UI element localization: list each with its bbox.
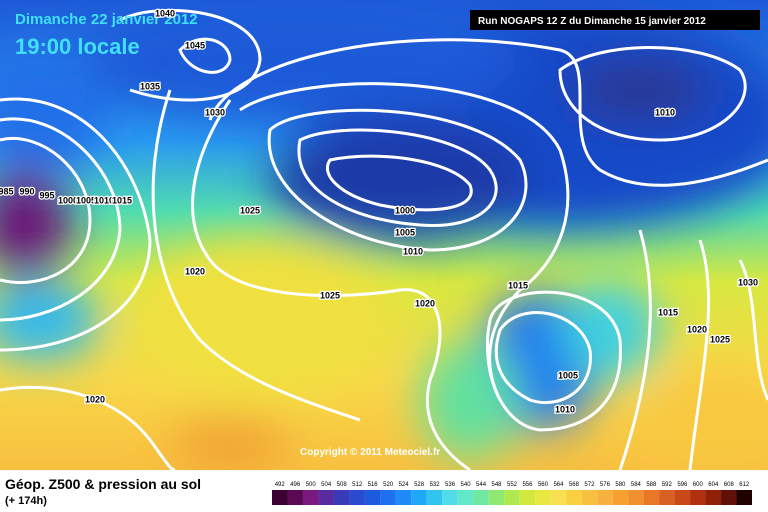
legend-swatch [628,490,644,505]
isobar-label: 1045 [185,40,205,50]
isobar-label: 1010 [94,195,114,205]
legend-label: 540 [461,482,472,488]
legend-label: 524 [399,482,410,488]
legend-swatch [318,490,334,505]
legend-swatch [659,490,675,505]
legend-swatch [287,490,303,505]
legend-label: 576 [600,482,611,488]
copyright: Copyright © 2011 Meteociel.fr [300,447,440,458]
footer-title: Géop. Z500 & pression au sol [5,476,201,492]
legend-swatch [581,490,598,505]
legend-swatch [736,490,752,505]
isobars [0,8,768,470]
isobar-label: 1015 [112,195,132,205]
legend-swatch [535,490,551,505]
legend-swatch [674,490,691,505]
legend-swatch [364,490,381,505]
legend-swatch [426,490,443,505]
isobar-label: 1010 [655,107,675,117]
legend-swatch [333,490,350,505]
run-info: Run NOGAPS 12 Z du Dimanche 15 janvier 2… [478,16,706,27]
isobar-label: 1005 [558,370,578,380]
legend-label: 600 [693,482,704,488]
legend-label: 544 [476,482,487,488]
isobar-label: 1010 [403,246,423,256]
legend-label: 572 [584,482,595,488]
legend-label: 584 [631,482,642,488]
isobar-label: 1005 [395,227,415,237]
legend-label: 536 [445,482,456,488]
legend-swatch [597,490,613,505]
isobar-label: 985 [0,186,14,196]
isobar-label: 990 [19,186,34,196]
legend-swatch [705,490,722,505]
legend-swatch [395,490,412,505]
legend-label: 508 [337,482,348,488]
isobar-label: 1025 [320,290,340,300]
map [0,0,768,470]
legend-label: 520 [383,482,394,488]
legend-label: 580 [615,482,626,488]
footer-subtitle: (+ 174h) [5,495,47,507]
legend-swatch [643,490,660,505]
legend-label: 552 [507,482,518,488]
legend-swatch [411,490,427,505]
legend-swatch [442,490,458,505]
legend-label: 604 [708,482,719,488]
legend-label: 612 [739,482,750,488]
legend-label: 568 [569,482,580,488]
legend-label: 608 [724,482,735,488]
isobar-label: 1025 [240,205,260,215]
legend-label: 592 [662,482,673,488]
isobar-label: 1030 [205,107,225,117]
run-box [470,10,760,30]
legend-swatch [721,490,737,505]
legend-swatch [302,490,319,505]
isobar-label: 1020 [415,298,435,308]
legend-label: 556 [522,482,533,488]
map-time: 19:00 locale [15,34,140,59]
isobar-label: 1000 [58,195,78,205]
legend-label: 504 [321,482,332,488]
legend-label: 500 [306,482,317,488]
legend-label: 528 [414,482,425,488]
isobar-label: 1020 [687,324,707,334]
legend-label: 548 [492,482,503,488]
isobar-label: 1005 [76,195,96,205]
legend-swatch [349,490,365,505]
legend-swatch [690,490,706,505]
legend-swatch [504,490,520,505]
legend-label: 588 [646,482,657,488]
legend-label: 496 [290,482,301,488]
legend-swatch [457,490,474,505]
legend-label: 564 [553,482,564,488]
map-date: Dimanche 22 janvier 2012 [15,11,198,28]
legend-label: 596 [677,482,688,488]
isobar-label: 995 [39,190,54,200]
isobar-label: 1035 [140,81,160,91]
isobar-label: 1000 [395,205,415,215]
legend-swatch [612,490,629,505]
legend-swatch [272,490,288,505]
isobar-label: 1025 [710,334,730,344]
isobar-label: 1020 [185,266,205,276]
legend-label: 516 [368,482,379,488]
legend-label: 512 [352,482,363,488]
legend-swatch [380,490,396,505]
isobar-label: 1015 [658,307,678,317]
legend-swatch [550,490,567,505]
isobar-label: 1020 [85,394,105,404]
legend-label: 532 [430,482,441,488]
legend-swatch [566,490,582,505]
legend-label: 492 [275,482,286,488]
legend-label: 560 [538,482,549,488]
isobar-label: 1040 [155,8,175,18]
isobar-label: 1010 [555,404,575,414]
legend-swatch [473,490,489,505]
legend-swatch [488,490,505,505]
legend-swatch [519,490,536,505]
isobar-label: 1015 [508,280,528,290]
isobar-label: 1030 [738,277,758,287]
